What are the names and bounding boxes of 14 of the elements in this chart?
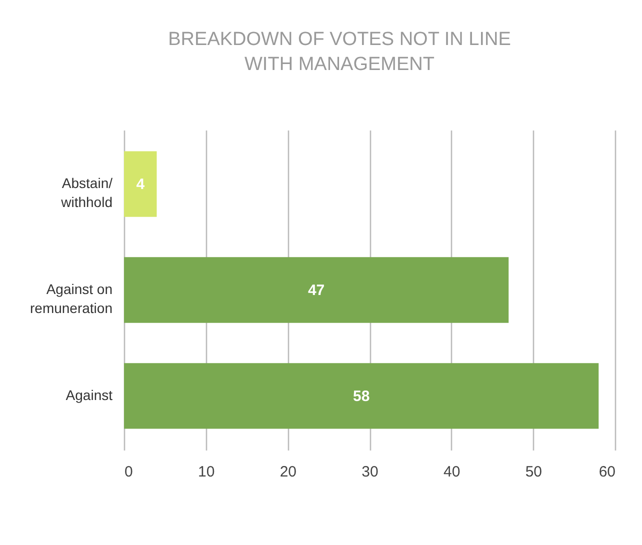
x-tick-label: 60 (598, 464, 616, 480)
data-label: 47 (308, 282, 325, 299)
x-tick-label: 0 (124, 464, 133, 480)
x-tick-label: 20 (280, 464, 297, 480)
data-label: 4 (136, 176, 146, 194)
chart-title: BREAKDOWN OF VOTES NOT IN LINE WITH MANAGEMENT (168, 29, 511, 75)
x-tick-label: 40 (443, 464, 460, 480)
x-tick-label: 50 (525, 464, 542, 480)
data-label: 58 (352, 388, 370, 405)
y-tick-label: Abstain/ withhold (60, 175, 113, 210)
y-tick-label: Against on remuneration (30, 281, 112, 316)
y-tick-label: Against (66, 386, 113, 403)
x-tick-label: 30 (362, 464, 378, 480)
x-tick-label: 10 (198, 464, 215, 480)
